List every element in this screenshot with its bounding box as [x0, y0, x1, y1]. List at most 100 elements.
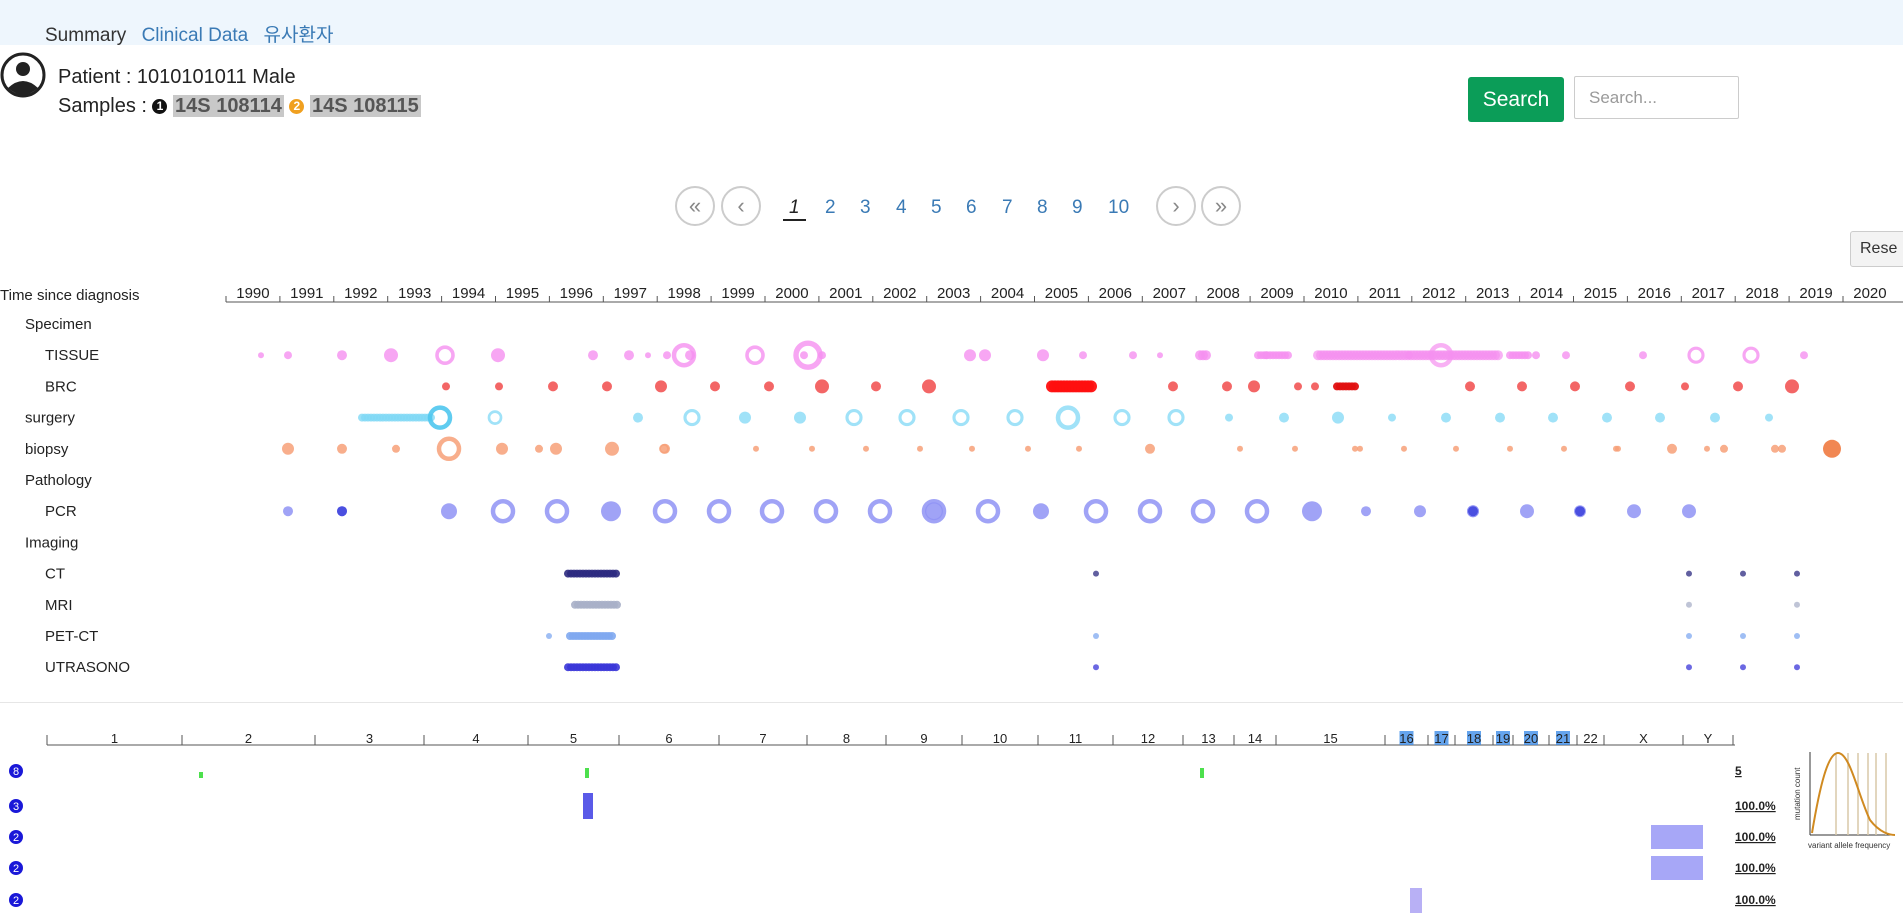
- tab-clinical-data[interactable]: Clinical Data: [141, 25, 249, 46]
- page-1[interactable]: 1: [783, 197, 806, 221]
- page-3[interactable]: 3: [860, 197, 871, 218]
- last-page-button[interactable]: »: [1201, 186, 1241, 226]
- imaging-event[interactable]: [613, 600, 621, 609]
- variant-mark[interactable]: [1200, 768, 1204, 778]
- brc-event[interactable]: [602, 381, 612, 392]
- biopsy-event[interactable]: [1667, 443, 1677, 454]
- biopsy-event[interactable]: [1145, 443, 1155, 454]
- tissue-event[interactable]: [1201, 350, 1211, 361]
- brc-event[interactable]: [710, 381, 720, 392]
- surgery-event[interactable]: [952, 409, 970, 427]
- brc-event[interactable]: [871, 381, 881, 392]
- surgery-event[interactable]: [1332, 411, 1344, 424]
- surgery-event[interactable]: [1655, 412, 1665, 423]
- biopsy-event[interactable]: [1357, 445, 1363, 452]
- surgery-event[interactable]: [1495, 412, 1505, 423]
- imaging-event[interactable]: [612, 569, 620, 578]
- variant-mark[interactable]: [1651, 856, 1703, 880]
- pcr-event[interactable]: [337, 506, 347, 517]
- pcr-event[interactable]: [921, 498, 947, 524]
- variant-mark[interactable]: [585, 768, 589, 778]
- row-value[interactable]: 100.0%: [1735, 893, 1776, 907]
- row-value[interactable]: 100.0%: [1735, 861, 1776, 875]
- pcr-event[interactable]: [1520, 504, 1534, 519]
- biopsy-event[interactable]: [1076, 445, 1082, 452]
- brc-event[interactable]: [815, 379, 829, 394]
- imaging-event[interactable]: [1686, 633, 1692, 639]
- tissue-event[interactable]: [588, 350, 598, 361]
- biopsy-event[interactable]: [753, 445, 759, 452]
- biopsy-event[interactable]: [1237, 445, 1243, 452]
- imaging-event[interactable]: [1686, 601, 1692, 608]
- biopsy-event[interactable]: [917, 445, 923, 452]
- prev-page-button[interactable]: ‹: [721, 186, 761, 226]
- surgery-event[interactable]: [427, 405, 453, 430]
- imaging-event[interactable]: [1740, 664, 1746, 671]
- pcr-event[interactable]: [601, 501, 621, 522]
- surgery-event[interactable]: [898, 409, 916, 427]
- tissue-event[interactable]: [1037, 349, 1049, 362]
- biopsy-event[interactable]: [1025, 445, 1031, 452]
- brc-event[interactable]: [1222, 381, 1232, 392]
- brc-event[interactable]: [1625, 381, 1635, 392]
- pcr-event[interactable]: [441, 503, 457, 520]
- row-value[interactable]: 100.0%: [1735, 830, 1776, 844]
- tissue-event[interactable]: [663, 351, 671, 360]
- imaging-event[interactable]: [1686, 664, 1692, 671]
- page-9[interactable]: 9: [1072, 197, 1083, 218]
- pcr-event[interactable]: [1627, 504, 1641, 519]
- pcr-event[interactable]: [1414, 505, 1426, 518]
- biopsy-event[interactable]: [1778, 444, 1786, 453]
- pcr-event[interactable]: [1244, 498, 1270, 524]
- brc-event[interactable]: [1248, 380, 1260, 393]
- sample-chip-2[interactable]: 14S 108115: [309, 95, 421, 117]
- tissue-event[interactable]: [491, 348, 505, 363]
- biopsy-event[interactable]: [535, 444, 543, 453]
- tissue-event[interactable]: [800, 351, 808, 360]
- biopsy-event[interactable]: [436, 436, 462, 462]
- tissue-event[interactable]: [1524, 351, 1532, 360]
- pcr-event[interactable]: [1137, 498, 1163, 524]
- imaging-event[interactable]: [1794, 633, 1800, 639]
- biopsy-event[interactable]: [392, 444, 400, 453]
- tissue-event[interactable]: [384, 348, 398, 363]
- biopsy-event[interactable]: [1615, 445, 1621, 452]
- page-5[interactable]: 5: [931, 197, 942, 218]
- biopsy-event[interactable]: [1720, 444, 1728, 453]
- variant-mark[interactable]: [1651, 825, 1703, 849]
- imaging-event[interactable]: [546, 633, 552, 639]
- biopsy-event[interactable]: [1704, 445, 1710, 452]
- tissue-event[interactable]: [284, 351, 292, 360]
- imaging-event[interactable]: [1794, 601, 1800, 608]
- tissue-event[interactable]: [1129, 351, 1137, 360]
- pcr-event[interactable]: [544, 498, 570, 524]
- pcr-event[interactable]: [1302, 501, 1322, 522]
- variant-mark[interactable]: [199, 772, 203, 778]
- brc-event[interactable]: [1311, 382, 1319, 391]
- tissue-event[interactable]: [1428, 342, 1454, 368]
- tissue-event[interactable]: [645, 352, 651, 359]
- tab-summary[interactable]: Summary: [45, 25, 127, 46]
- biopsy-event[interactable]: [337, 443, 347, 454]
- surgery-event[interactable]: [1167, 409, 1185, 427]
- tissue-event[interactable]: [624, 350, 634, 361]
- brc-event[interactable]: [1785, 379, 1799, 394]
- pcr-event[interactable]: [1083, 498, 1109, 524]
- sample-chip-1[interactable]: 14S 108114: [173, 95, 284, 117]
- surgery-event[interactable]: [1279, 412, 1289, 423]
- tissue-event[interactable]: [1157, 352, 1163, 359]
- tissue-event[interactable]: [1532, 351, 1540, 360]
- tissue-event[interactable]: [745, 345, 765, 365]
- brc-event[interactable]: [1294, 382, 1302, 391]
- brc-event[interactable]: [1733, 381, 1743, 392]
- imaging-event[interactable]: [1740, 570, 1746, 577]
- biopsy-event[interactable]: [1507, 445, 1513, 452]
- brc-event[interactable]: [1681, 382, 1689, 391]
- page-7[interactable]: 7: [1002, 197, 1013, 218]
- surgery-event[interactable]: [794, 411, 806, 424]
- pcr-event[interactable]: [652, 498, 678, 524]
- surgery-event[interactable]: [1055, 405, 1081, 430]
- brc-event[interactable]: [442, 382, 450, 391]
- surgery-event[interactable]: [683, 409, 701, 427]
- surgery-event[interactable]: [1388, 413, 1396, 422]
